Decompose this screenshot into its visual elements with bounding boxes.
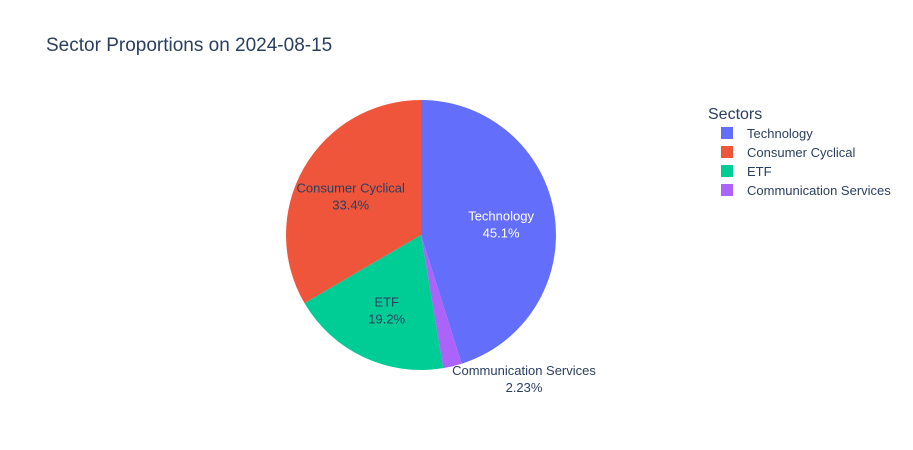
pie-slice-consumer-cyclical[interactable] (285, 100, 421, 304)
legend-item-etf[interactable]: ETF (721, 164, 772, 179)
legend-title: Sectors (708, 106, 762, 123)
slice-label-communication-services: Communication Services 2.23% (452, 363, 596, 395)
legend-item-consumer-cyclical[interactable]: Consumer Cyclical (721, 145, 855, 160)
chart-title: Sector Proportions on 2024-08-15 (46, 35, 332, 56)
pie-slice-technology[interactable] (421, 100, 556, 364)
legend-swatch (721, 165, 733, 177)
legend-label: Communication Services (747, 183, 891, 198)
slice-name: Communication Services (452, 363, 596, 378)
slice-name: Consumer Cyclical (297, 181, 405, 196)
legend-swatch (721, 127, 733, 139)
slice-percent: 33.4% (332, 198, 369, 213)
legend-swatch (721, 146, 733, 158)
pie-area: Technology 45.1% Communication Services 2.2… (285, 100, 596, 395)
slice-label-consumer-cyclical: Consumer Cyclical 33.4% (297, 181, 405, 213)
slice-label-etf: ETF 19.2% (368, 294, 405, 326)
slice-name: Technology (468, 209, 534, 224)
slice-percent: 2.23% (506, 380, 543, 395)
slice-label-technology: Technology 45.1% (468, 209, 534, 241)
legend-label: ETF (747, 164, 772, 179)
slice-percent: 45.1% (483, 226, 520, 241)
legend-label: Technology (747, 126, 813, 141)
legend-item-communication-services[interactable]: Communication Services (721, 183, 891, 198)
legend-item-technology[interactable]: Technology (721, 126, 813, 141)
pie-slice-communication-services[interactable] (421, 235, 462, 369)
slice-name: ETF (374, 294, 399, 309)
pie-slice-etf[interactable] (304, 235, 444, 370)
legend-swatch (721, 184, 733, 196)
legend-label: Consumer Cyclical (747, 145, 855, 160)
slice-percent: 19.2% (368, 311, 405, 326)
legend: Sectors Technology Consumer Cyclical ETF Co… (708, 106, 891, 198)
